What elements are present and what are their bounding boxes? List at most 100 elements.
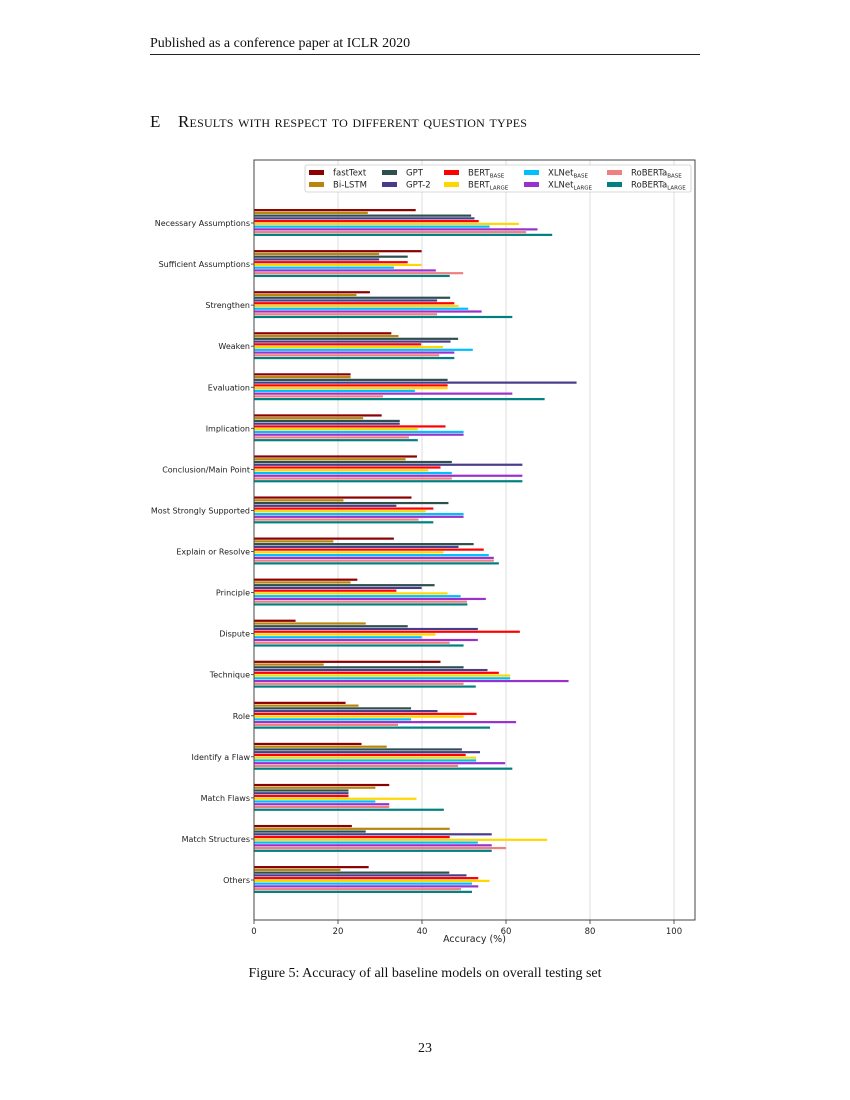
bar-xlnet-large [254, 310, 482, 313]
bar-xlnet-base [254, 882, 472, 885]
bar-bert-large [254, 510, 426, 513]
bar-gpt-2 [254, 586, 422, 590]
bar-bert-base [254, 302, 455, 305]
bar-bert-base [254, 712, 477, 715]
legend-name: fastText [333, 169, 367, 179]
figure-caption: Figure 5: Accuracy of all baseline model… [248, 966, 602, 981]
bar-bert-base [254, 589, 397, 592]
legend-box [304, 164, 692, 193]
bar-gpt [254, 214, 472, 217]
category-label: Technique [209, 671, 250, 680]
bar-xlnet-large [254, 803, 390, 806]
bar-gpt [254, 543, 474, 546]
category-label: Implication [206, 424, 250, 433]
bar-xlnet-large [254, 885, 479, 888]
bar-gpt [254, 830, 366, 833]
bar-roberta-large [254, 233, 553, 236]
bar-bi-lstm [254, 376, 351, 379]
bar-gpt-2 [254, 381, 577, 384]
bar-roberta-large [254, 521, 434, 524]
category-label: Principle [216, 589, 250, 598]
running-head: Published as a conference paper at ICLR … [150, 36, 411, 51]
bar-fasttext [254, 414, 382, 417]
bar-fasttext [254, 537, 394, 540]
category-label: Others [223, 876, 250, 885]
bar-xlnet-base [254, 841, 478, 844]
bar-bert-large [254, 263, 422, 267]
bar-fasttext [254, 455, 417, 458]
legend-name: GPT [406, 169, 424, 179]
legend-swatch [309, 170, 324, 175]
legend-label: BERTBASE [468, 169, 505, 180]
bar-roberta-large [254, 767, 513, 770]
bar-gpt [254, 871, 450, 874]
legend-swatch [382, 182, 397, 187]
bar-bert-large [254, 756, 477, 759]
bar-xlnet-base [254, 266, 394, 269]
legend-swatch [524, 182, 539, 187]
bar-bert-large [254, 879, 490, 882]
bar-bi-lstm [254, 334, 399, 338]
bar-roberta-base [254, 723, 399, 726]
legend-label: RoBERTaBASE [631, 169, 682, 180]
bar-xlnet-large [254, 351, 455, 354]
bar-roberta-large [254, 849, 492, 852]
legend-subscript: BASE [490, 174, 505, 180]
bar-roberta-base [254, 805, 390, 809]
bar-roberta-large [254, 685, 476, 688]
legend-name: RoBERTa [631, 181, 667, 191]
bar-gpt [254, 625, 408, 628]
bar-roberta-large [254, 603, 468, 606]
legend-label: RoBERTaLARGE [631, 181, 686, 192]
bar-bert-large [254, 387, 448, 390]
bar-bi-lstm [254, 745, 387, 748]
legend-name: BERT [468, 169, 490, 179]
legend-label: Bi-LSTM [333, 181, 367, 191]
bar-xlnet-base [254, 759, 477, 762]
category-label: Necessary Assumptions [155, 219, 250, 228]
bar-bert-large [254, 797, 417, 800]
bar-xlnet-base [254, 307, 469, 310]
section-number: E [150, 112, 161, 131]
bar-roberta-base [254, 477, 452, 480]
legend-name: BERT [468, 181, 490, 191]
bar-xlnet-large [254, 392, 513, 395]
bar-gpt [254, 296, 451, 299]
bar-roberta-large [254, 398, 545, 401]
legend-swatch [382, 170, 397, 175]
bar-bi-lstm [254, 211, 368, 214]
legend-swatch [309, 182, 324, 187]
bar-bert-base [254, 425, 446, 428]
bar-xlnet-base [254, 471, 452, 475]
x-tick-label: 20 [333, 927, 344, 937]
category-label: Conclusion/Main Point [162, 465, 250, 474]
bar-fasttext [254, 250, 422, 253]
legend-subscript: LARGE [573, 186, 592, 192]
bar-bert-base [254, 507, 434, 510]
bar-bert-large [254, 222, 520, 225]
bar-fasttext [254, 496, 412, 499]
bar-fasttext [254, 701, 346, 704]
bar-gpt-2 [254, 463, 523, 466]
bar-bi-lstm [254, 868, 341, 871]
legend-subscript: BASE [667, 174, 682, 180]
legend-name: XLNet [548, 169, 574, 179]
legend-swatch [607, 170, 622, 175]
bar-bi-lstm [254, 704, 359, 707]
bar-roberta-base [254, 518, 419, 521]
bar-roberta-large [254, 480, 523, 483]
bar-gpt-2 [254, 422, 400, 425]
bar-roberta-large [254, 562, 499, 565]
page-number: 23 [418, 1041, 432, 1056]
legend-subscript: BASE [573, 174, 588, 180]
bar-fasttext [254, 373, 351, 376]
category-label: Strengthen [205, 301, 250, 310]
x-tick-label: 60 [501, 927, 512, 937]
bar-gpt [254, 789, 349, 792]
legend-swatch [444, 182, 459, 187]
bar-gpt [254, 501, 449, 505]
x-tick-label: 80 [585, 927, 596, 937]
x-tick-label: 0 [251, 927, 256, 937]
bar-gpt-2 [254, 668, 488, 672]
bar-bert-large [254, 428, 418, 431]
